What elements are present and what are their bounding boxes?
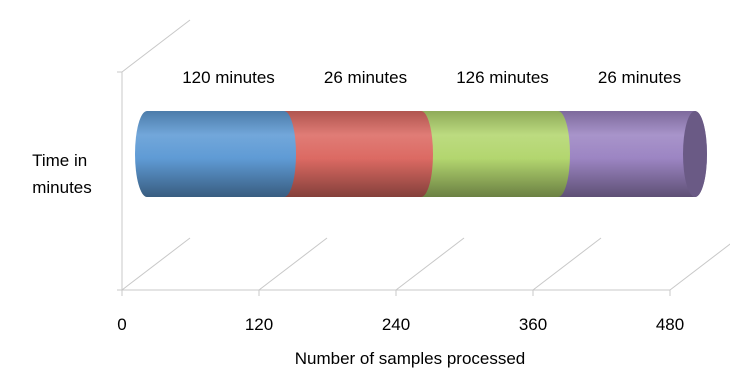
x-tick-label: 360 (519, 315, 547, 334)
y-axis-title: Time in minutes (32, 151, 92, 197)
x-tick-label: 0 (117, 315, 126, 334)
depth-gridline (669, 243, 730, 291)
cylinder-end-cap (683, 111, 707, 197)
depth-gridline (258, 237, 328, 291)
depth-gridline (121, 237, 191, 291)
segment-label: 120 minutes (182, 68, 275, 87)
cylinder-segment (409, 111, 570, 197)
x-axis-title: Number of samples processed (295, 349, 526, 368)
depth-gridline (395, 237, 465, 291)
wall-top-edge (121, 19, 191, 73)
x-tick-label: 480 (656, 315, 684, 334)
chart-gridlines (117, 19, 730, 296)
x-tick-label: 120 (245, 315, 273, 334)
y-axis-title-line-2: minutes (32, 178, 92, 197)
segment-label: 126 minutes (456, 68, 549, 87)
x-tick-label: 240 (382, 315, 410, 334)
segment-label: 26 minutes (324, 68, 407, 87)
cylinder-segment (546, 111, 707, 197)
segment-label: 26 minutes (598, 68, 681, 87)
cylinder-segment (135, 111, 296, 197)
depth-gridline (532, 237, 602, 291)
y-axis-title-line-1: Time in (32, 151, 87, 170)
chart-labels: 0 120 240 360 480 26 minutes 126 minutes 26 min… (117, 68, 684, 334)
chart-bars (135, 111, 707, 197)
cylinder-segment (272, 111, 433, 197)
